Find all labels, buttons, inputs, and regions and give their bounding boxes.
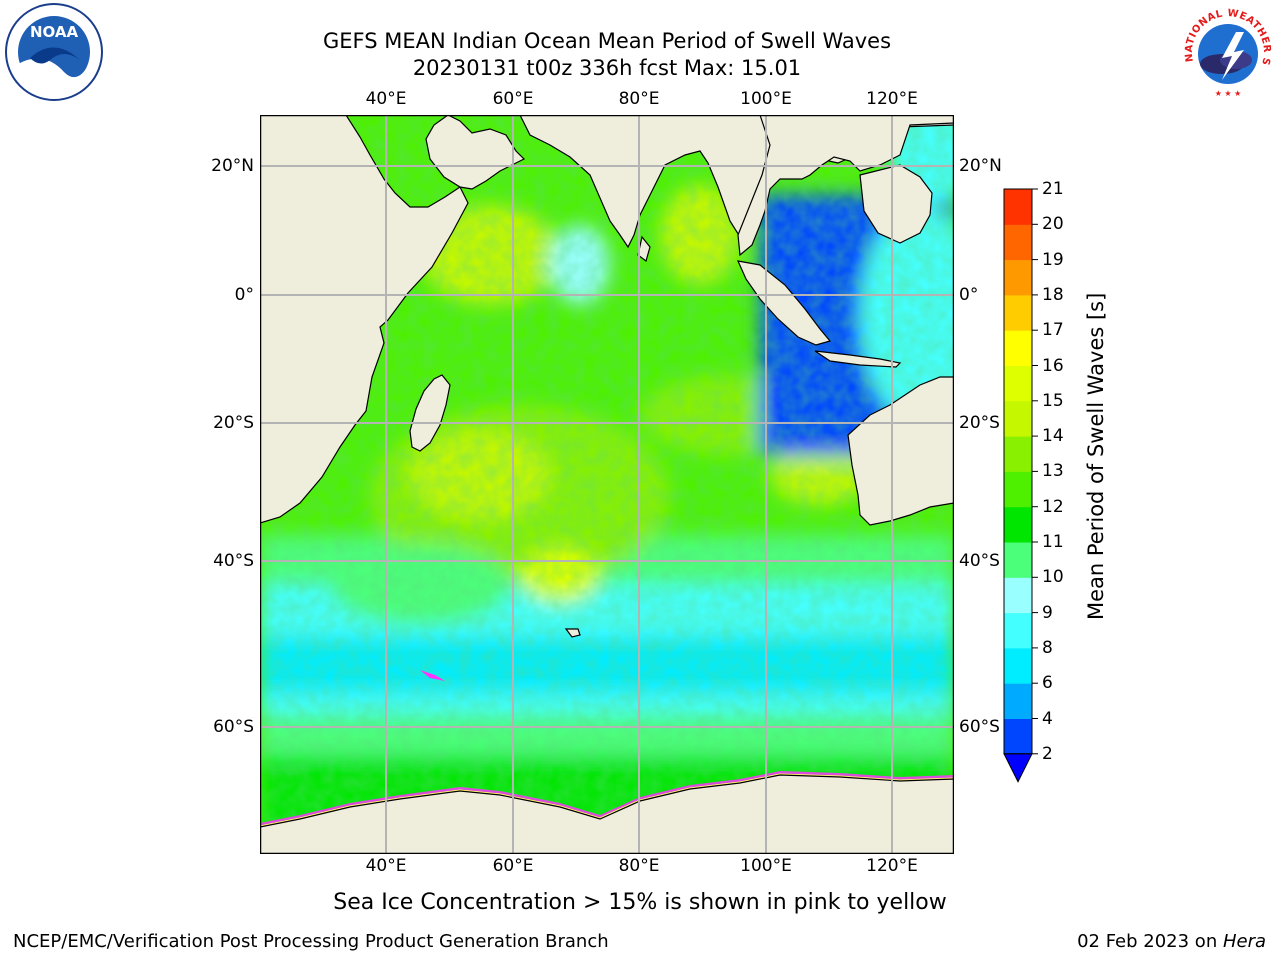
colorbar-tick-label: 4 xyxy=(1042,708,1053,729)
lon-label-top-40e: 40°E xyxy=(365,89,407,109)
colorbar-segment xyxy=(1004,224,1032,261)
footer-date: 02 Feb 2023 on Hera xyxy=(1077,931,1266,952)
colorbar-tick-label: 15 xyxy=(1042,390,1064,411)
land-madagascar xyxy=(409,374,451,452)
land-arabia xyxy=(425,115,526,190)
colorbar-segment xyxy=(1004,612,1032,649)
colorbar-tick-label: 6 xyxy=(1042,673,1053,694)
noaa-logo-text: NOAA xyxy=(30,23,79,41)
footer-credit: NCEP/EMC/Verification Post Processing Pr… xyxy=(13,931,609,952)
sea-ice-note: Sea Ice Concentration > 15% is shown in … xyxy=(333,890,947,915)
lat-label-right-40s: 40°S xyxy=(959,551,1000,571)
sea-ice-patch xyxy=(420,670,445,681)
colorbar-segment xyxy=(1004,683,1032,719)
ocean-map xyxy=(260,115,954,854)
colorbar-segment xyxy=(1004,294,1032,331)
land-borneo xyxy=(859,164,933,244)
colorbar-segment xyxy=(1004,436,1032,472)
footer-date-text: 02 Feb 2023 on xyxy=(1077,931,1223,952)
colorbar-tick-label: 16 xyxy=(1042,355,1064,376)
lon-label-bottom-80e: 80°E xyxy=(618,856,660,876)
colorbar-segment xyxy=(1004,365,1032,402)
colorbar-tick-label: 14 xyxy=(1042,426,1064,447)
colorbar-tick-label: 17 xyxy=(1042,320,1064,341)
colorbar-extend-triangle xyxy=(1003,753,1033,783)
colorbar-label: Mean Period of Swell Waves [s] xyxy=(1084,292,1108,620)
colorbar-segment xyxy=(1004,330,1032,366)
land-antarctica xyxy=(260,774,954,854)
lon-label-top-100e: 100°E xyxy=(740,89,792,109)
lon-label-bottom-60e: 60°E xyxy=(492,856,534,876)
colorbar-tick-label: 10 xyxy=(1042,567,1064,588)
lon-label-top-120e: 120°E xyxy=(866,89,918,109)
colorbar-tick-label: 8 xyxy=(1042,637,1053,658)
land-kerguelen xyxy=(564,628,581,638)
lat-label-left-20n: 20°N xyxy=(211,156,254,176)
lat-label-left-60s: 60°S xyxy=(213,717,254,737)
chart-subtitle: 20230131 t00z 336h fcst Max: 15.01 xyxy=(412,56,802,80)
colorbar-segment xyxy=(1004,647,1032,684)
land-australia xyxy=(847,376,954,526)
lat-label-right-20s: 20°S xyxy=(959,413,1000,433)
lon-label-bottom-120e: 120°E xyxy=(866,856,918,876)
lat-label-left-40s: 40°S xyxy=(213,551,254,571)
lon-label-top-80e: 80°E xyxy=(618,89,660,109)
graticule xyxy=(260,115,954,854)
nws-logo: NATIONAL WEATHER SERVICE ★ ★ ★ xyxy=(1178,2,1275,99)
map-frame xyxy=(260,115,954,854)
colorbar-tick-label: 21 xyxy=(1042,179,1064,199)
colorbar-tick-label: 20 xyxy=(1042,214,1064,235)
noaa-logo: NOAA xyxy=(5,3,103,101)
lat-label-left-20s: 20°S xyxy=(213,413,254,433)
lon-label-bottom-40e: 40°E xyxy=(365,856,407,876)
chart-title: GEFS MEAN Indian Ocean Mean Period of Sw… xyxy=(322,29,892,53)
lat-label-right-20n: 20°N xyxy=(959,156,1002,176)
colorbar-tick-label: 19 xyxy=(1042,249,1064,270)
colorbar-tick-label: 2 xyxy=(1042,743,1053,764)
colorbar-segment xyxy=(1004,400,1032,437)
colorbar-segment xyxy=(1004,471,1032,508)
lon-label-bottom-100e: 100°E xyxy=(740,856,792,876)
colorbar-tick-label: 18 xyxy=(1042,284,1064,305)
land-malay xyxy=(737,115,954,257)
land xyxy=(260,115,954,854)
colorbar-segment xyxy=(1004,259,1032,296)
colorbar-segment xyxy=(1004,542,1032,578)
colorbar-tick-label: 9 xyxy=(1042,602,1053,623)
lat-label-left-0: 0° xyxy=(234,285,254,305)
lat-label-right-60s: 60°S xyxy=(959,717,1000,737)
lon-label-top-60e: 60°E xyxy=(492,89,534,109)
colorbar-tick-label: 13 xyxy=(1042,461,1064,482)
colorbar-tick-label: 11 xyxy=(1042,532,1064,552)
colorbar-segment xyxy=(1004,577,1032,614)
colorbar-segment xyxy=(1004,506,1032,543)
colorbar-segment xyxy=(1004,718,1032,755)
swell-period-field xyxy=(260,115,954,854)
colorbar xyxy=(1003,188,1038,783)
land-java xyxy=(814,350,902,368)
colorbar-segment xyxy=(1004,189,1032,225)
lat-label-right-0: 0° xyxy=(959,285,979,305)
footer-host: Hera xyxy=(1222,931,1266,952)
svg-text:★ ★ ★: ★ ★ ★ xyxy=(1215,89,1242,98)
colorbar-tick-label: 12 xyxy=(1042,496,1064,517)
